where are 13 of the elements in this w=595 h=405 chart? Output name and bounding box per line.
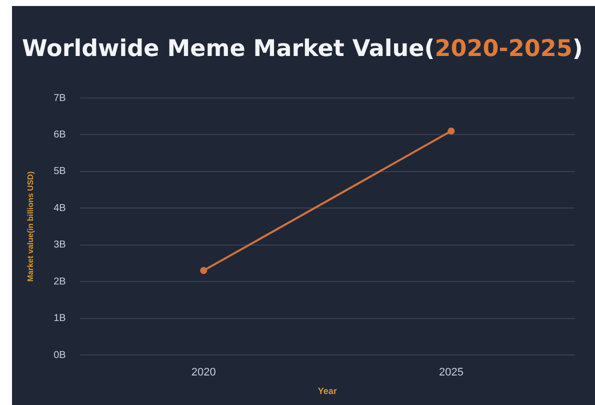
x-axis-title: Year (318, 386, 338, 396)
y-tick-label: 5B (54, 166, 66, 178)
x-tick-label: 2025 (438, 366, 464, 379)
y-tick-label: 4B (54, 202, 66, 214)
y-tick-label: 0B (54, 350, 66, 361)
x-tick-label: 2020 (191, 366, 216, 379)
y-axis-title: Market value(in billions USD) (26, 171, 36, 282)
y-tick-label: 2B (54, 276, 66, 288)
y-tick-label: 7B (54, 92, 66, 104)
y-tick-label: 1B (54, 313, 66, 324)
y-tick-label: 6B (54, 129, 66, 140)
chart-title: Worldwide Meme Market Value(2020-2025) (22, 36, 584, 62)
y-tick-label: 3B (54, 240, 66, 251)
